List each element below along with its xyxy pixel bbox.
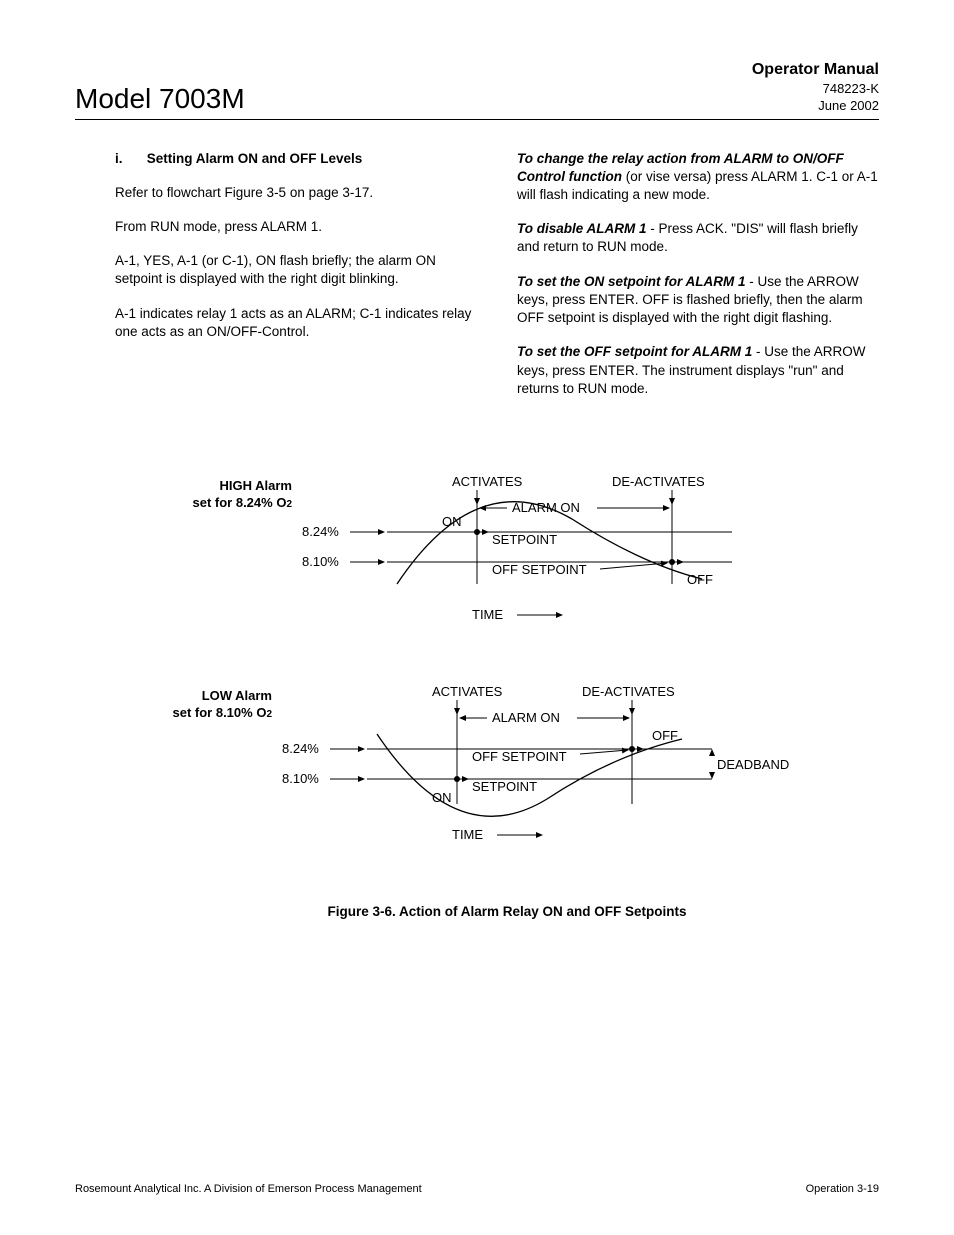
high-alarm-diagram: HIGH Alarm set for 8.24% O2 ACTIVATES DE… xyxy=(75,474,879,644)
low-sub: 2 xyxy=(266,709,272,720)
low-line1: LOW Alarm xyxy=(202,688,272,703)
setpoint-low: SETPOINT xyxy=(472,779,537,794)
model-title: Model 7003M xyxy=(75,83,245,115)
pct-824: 8.24% xyxy=(302,524,339,539)
page-footer: Rosemount Analytical Inc. A Division of … xyxy=(75,1183,879,1195)
high-sub: 2 xyxy=(286,499,292,510)
page-header: Model 7003M Operator Manual 748223-K Jun… xyxy=(75,60,879,120)
footer-left: Rosemount Analytical Inc. A Division of … xyxy=(75,1183,422,1195)
deactivates-label-low: DE-ACTIVATES xyxy=(582,684,675,699)
right-para-1: To change the relay action from ALARM to… xyxy=(517,150,879,205)
header-right: Operator Manual 748223-K June 2002 xyxy=(752,60,879,115)
low-label: LOW Alarm set for 8.10% O2 xyxy=(112,684,282,722)
section-title: Setting Alarm ON and OFF Levels xyxy=(147,151,363,166)
right-para-2: To disable ALARM 1 - Press ACK. "DIS" wi… xyxy=(517,220,879,256)
para-2: From RUN mode, press ALARM 1. xyxy=(115,218,477,236)
page: Model 7003M Operator Manual 748223-K Jun… xyxy=(0,0,954,1235)
time-label: TIME xyxy=(472,607,503,622)
doc-number: 748223-K xyxy=(752,81,879,98)
deadband-label: DEADBAND xyxy=(717,757,789,772)
off-setpoint-low: OFF SETPOINT xyxy=(472,749,567,764)
left-column: i. Setting Alarm ON and OFF Levels Refer… xyxy=(115,150,477,414)
deactivates-label: DE-ACTIVATES xyxy=(612,474,705,489)
doc-date: June 2002 xyxy=(752,98,879,115)
para-1: Refer to flowchart Figure 3-5 on page 3-… xyxy=(115,184,477,202)
setpoint-label: SETPOINT xyxy=(492,532,557,547)
pct-824-low: 8.24% xyxy=(282,741,319,756)
right-para-4: To set the OFF setpoint for ALARM 1 - Us… xyxy=(517,343,879,398)
high-alarm-svg: ACTIVATES DE-ACTIVATES ALARM ON 8.24% 8.… xyxy=(302,474,822,644)
diagram-area: HIGH Alarm set for 8.24% O2 ACTIVATES DE… xyxy=(75,474,879,919)
high-line1: HIGH Alarm xyxy=(220,478,292,493)
alarm-on-label-low: ALARM ON xyxy=(492,710,560,725)
pct-810: 8.10% xyxy=(302,554,339,569)
activates-label: ACTIVATES xyxy=(452,474,523,489)
para-4: A-1 indicates relay 1 acts as an ALARM; … xyxy=(115,305,477,341)
high-line2a: set for 8.24% O xyxy=(193,495,287,510)
activates-label-low: ACTIVATES xyxy=(432,684,503,699)
low-alarm-diagram: LOW Alarm set for 8.10% O2 ACTIVATES DE-… xyxy=(75,684,879,864)
pct-810-low: 8.10% xyxy=(282,771,319,786)
para-3: A-1, YES, A-1 (or C-1), ON flash briefly… xyxy=(115,252,477,288)
off-setpoint-label: OFF SETPOINT xyxy=(492,562,587,577)
on-label: ON xyxy=(442,514,462,529)
r2-bold: To disable ALARM 1 xyxy=(517,221,647,236)
r4-bold: To set the OFF setpoint for ALARM 1 xyxy=(517,344,752,359)
right-column: To change the relay action from ALARM to… xyxy=(517,150,879,414)
low-line2a: set for 8.10% O xyxy=(173,705,267,720)
body-columns: i. Setting Alarm ON and OFF Levels Refer… xyxy=(115,150,879,414)
time-low: TIME xyxy=(452,827,483,842)
figure-caption: Figure 3-6. Action of Alarm Relay ON and… xyxy=(135,904,879,919)
high-label: HIGH Alarm set for 8.24% O2 xyxy=(132,474,302,512)
off-label: OFF xyxy=(687,572,713,587)
low-alarm-svg: ACTIVATES DE-ACTIVATES ALARM ON 8.24% 8.… xyxy=(282,684,842,864)
footer-right: Operation 3-19 xyxy=(806,1183,879,1195)
r3-bold: To set the ON setpoint for ALARM 1 xyxy=(517,274,746,289)
manual-title: Operator Manual xyxy=(752,60,879,81)
right-para-3: To set the ON setpoint for ALARM 1 - Use… xyxy=(517,273,879,328)
section-letter: i. xyxy=(115,150,143,168)
